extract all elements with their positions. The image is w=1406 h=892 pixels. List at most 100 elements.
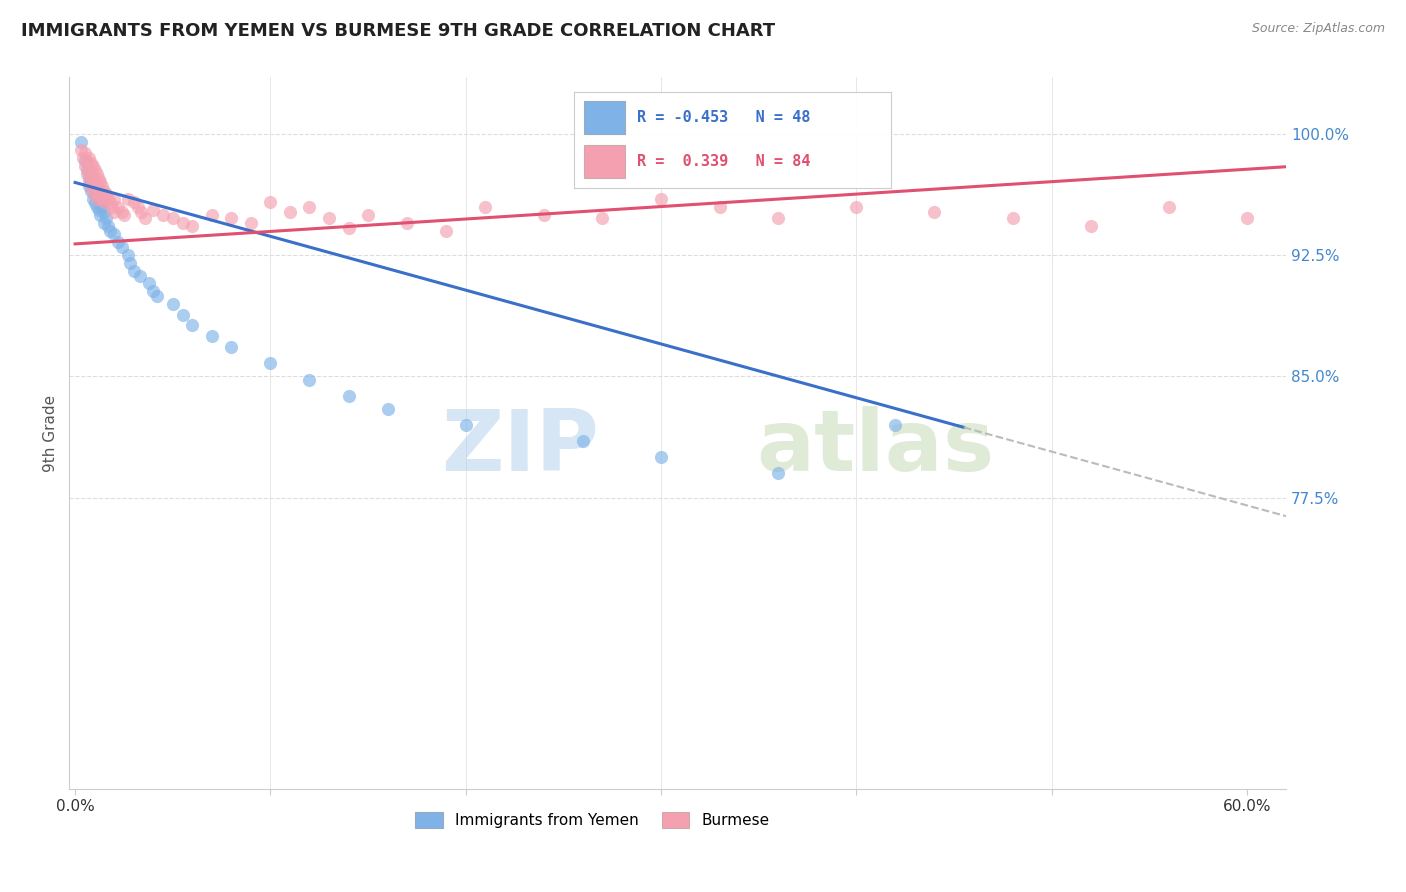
Point (221, 340, 243, 354)
Point (650, 450, 672, 465)
Point (201, 208, 224, 222)
Point (86, 200, 108, 214)
Point (76, 154, 98, 169)
Point (77, 170, 100, 185)
Point (162, 296, 184, 310)
Point (91, 192, 114, 206)
Point (111, 240, 134, 254)
Point (83, 176, 105, 190)
Point (474, 200, 496, 214)
Point (122, 194, 145, 209)
Point (924, 204, 946, 219)
Point (357, 208, 380, 222)
Point (533, 208, 555, 222)
Point (572, 434, 595, 448)
Point (73, 146, 96, 161)
Point (98, 194, 121, 209)
Point (87, 192, 110, 206)
Point (73, 154, 96, 169)
Point (93, 204, 115, 219)
Point (87, 184, 110, 198)
Point (1295, 204, 1317, 219)
Point (73, 159, 96, 173)
Point (201, 329, 224, 343)
Point (83, 186, 105, 201)
Point (83, 162, 105, 177)
Point (76, 168, 98, 182)
Point (82, 159, 104, 173)
Point (221, 211, 243, 225)
Point (1392, 208, 1406, 222)
Point (86, 192, 108, 206)
Point (86, 178, 108, 193)
Point (80, 184, 103, 198)
Point (97, 192, 120, 206)
Point (107, 235, 129, 250)
Point (396, 216, 419, 230)
Text: atlas: atlas (756, 406, 995, 489)
Point (298, 373, 321, 387)
Point (131, 204, 153, 219)
Legend: Immigrants from Yemen, Burmese: Immigrants from Yemen, Burmese (409, 806, 776, 834)
Point (122, 264, 145, 278)
Point (239, 216, 262, 230)
Point (103, 204, 125, 219)
Point (845, 200, 868, 214)
Point (146, 288, 169, 302)
Y-axis label: 9th Grade: 9th Grade (44, 394, 58, 472)
Point (80, 172, 103, 186)
Point (80, 156, 103, 170)
Point (93, 216, 115, 230)
Point (86, 168, 108, 182)
Point (77, 162, 100, 177)
Point (77, 178, 100, 193)
Point (96, 211, 118, 225)
Point (83, 178, 105, 193)
Point (118, 256, 141, 270)
Point (377, 401, 399, 416)
Point (1333, 194, 1355, 209)
Point (89, 188, 111, 202)
Point (93, 184, 115, 198)
Point (884, 417, 907, 432)
Point (91, 200, 114, 214)
Point (103, 227, 125, 242)
Point (86, 188, 108, 202)
Point (93, 194, 115, 209)
Point (82, 184, 104, 198)
Point (91, 178, 114, 193)
Point (128, 269, 150, 284)
Point (107, 200, 129, 214)
Point (87, 172, 110, 186)
Point (138, 276, 160, 290)
Point (101, 200, 124, 214)
Text: IMMIGRANTS FROM YEMEN VS BURMESE 9TH GRADE CORRELATION CHART: IMMIGRANTS FROM YEMEN VS BURMESE 9TH GRA… (21, 22, 775, 40)
Point (172, 216, 194, 230)
Point (80, 178, 103, 193)
Point (72, 151, 94, 165)
Point (134, 211, 156, 225)
Point (766, 467, 789, 481)
Point (142, 284, 165, 298)
Point (259, 357, 281, 371)
Point (1157, 200, 1180, 214)
Point (298, 200, 321, 214)
Point (70, 143, 93, 157)
Point (1080, 219, 1102, 233)
Point (97, 219, 120, 233)
Point (766, 211, 789, 225)
Point (454, 417, 477, 432)
Point (278, 204, 301, 219)
Point (82, 176, 104, 190)
Point (181, 318, 204, 332)
Point (80, 168, 103, 182)
Point (83, 186, 105, 201)
Text: Source: ZipAtlas.com: Source: ZipAtlas.com (1251, 22, 1385, 36)
Point (83, 196, 105, 211)
Point (337, 220, 360, 235)
Point (709, 200, 731, 214)
Point (337, 389, 360, 403)
Point (318, 211, 340, 225)
Point (77, 151, 100, 165)
Point (112, 208, 135, 222)
